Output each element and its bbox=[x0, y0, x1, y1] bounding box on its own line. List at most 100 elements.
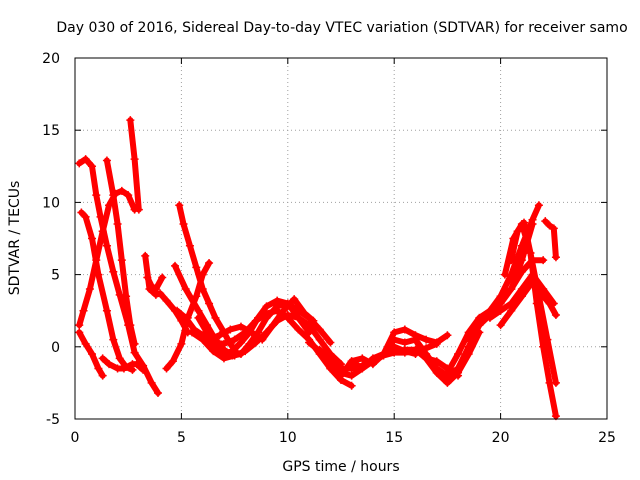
data-layer bbox=[75, 116, 560, 421]
data-point bbox=[162, 364, 171, 373]
data-point bbox=[109, 267, 118, 276]
data-point bbox=[551, 311, 560, 320]
data-point bbox=[130, 339, 139, 348]
data-point bbox=[92, 256, 101, 265]
data-point bbox=[181, 285, 190, 294]
data-point bbox=[88, 350, 97, 359]
data-point bbox=[156, 289, 165, 298]
data-point bbox=[219, 350, 228, 359]
data-point bbox=[79, 306, 88, 315]
data-point bbox=[88, 162, 97, 171]
data-point bbox=[539, 256, 548, 265]
data-point bbox=[513, 227, 522, 236]
x-axis-label: GPS time / hours bbox=[282, 459, 399, 475]
data-point bbox=[528, 215, 537, 224]
data-point bbox=[98, 227, 107, 236]
series-pass-06 bbox=[98, 354, 148, 374]
plot-frame bbox=[74, 57, 608, 420]
data-point bbox=[283, 311, 292, 320]
x-tick-label: 25 bbox=[598, 430, 616, 446]
data-point bbox=[496, 296, 505, 305]
data-point bbox=[326, 357, 335, 366]
x-tick-label: 10 bbox=[279, 430, 297, 446]
data-point bbox=[326, 364, 335, 373]
data-point bbox=[98, 354, 107, 363]
data-point bbox=[347, 381, 356, 390]
series-line bbox=[176, 202, 240, 356]
data-point bbox=[141, 251, 150, 260]
data-point bbox=[173, 306, 182, 315]
data-point bbox=[485, 313, 494, 322]
data-point bbox=[432, 338, 441, 347]
data-point bbox=[315, 325, 324, 334]
data-point bbox=[94, 364, 103, 373]
data-point bbox=[102, 241, 111, 250]
data-point bbox=[545, 221, 554, 230]
data-point bbox=[358, 354, 367, 363]
data-point bbox=[153, 389, 162, 398]
series-pass-09 bbox=[143, 273, 167, 294]
data-point bbox=[443, 378, 452, 387]
data-point bbox=[230, 335, 239, 344]
data-point bbox=[124, 191, 133, 200]
data-point bbox=[517, 241, 526, 250]
data-point bbox=[194, 313, 203, 322]
data-point bbox=[75, 328, 84, 337]
data-point bbox=[368, 360, 377, 369]
data-point bbox=[454, 364, 463, 373]
data-point bbox=[400, 325, 409, 334]
data-point bbox=[507, 285, 516, 294]
data-point bbox=[294, 313, 303, 322]
data-point bbox=[102, 306, 111, 315]
series-line bbox=[348, 326, 451, 368]
data-point bbox=[526, 248, 535, 257]
data-point bbox=[85, 285, 94, 294]
data-point bbox=[117, 256, 126, 265]
data-point bbox=[113, 220, 122, 229]
data-point bbox=[251, 338, 260, 347]
data-point bbox=[443, 368, 452, 377]
y-tick-label: 20 bbox=[42, 51, 60, 67]
data-point bbox=[294, 306, 303, 315]
data-point bbox=[132, 360, 141, 369]
series-line bbox=[76, 187, 138, 329]
data-point bbox=[520, 218, 529, 227]
data-point bbox=[92, 191, 101, 200]
data-point bbox=[98, 371, 107, 380]
data-point bbox=[102, 156, 111, 165]
data-point bbox=[507, 306, 516, 315]
data-point bbox=[411, 345, 420, 354]
data-point bbox=[192, 263, 201, 272]
x-tick-label: 15 bbox=[385, 430, 403, 446]
data-point bbox=[241, 347, 250, 356]
data-point bbox=[532, 299, 541, 308]
series-line bbox=[142, 252, 191, 336]
data-point bbox=[88, 234, 97, 243]
data-point bbox=[194, 306, 203, 315]
data-point bbox=[179, 220, 188, 229]
x-tick-label: 0 bbox=[71, 430, 80, 446]
data-point bbox=[126, 321, 135, 330]
data-point bbox=[158, 273, 167, 282]
series-pass-15 bbox=[205, 295, 318, 344]
data-point bbox=[500, 270, 509, 279]
data-point bbox=[143, 273, 152, 282]
data-point bbox=[326, 338, 335, 347]
data-point bbox=[475, 321, 484, 330]
data-point bbox=[168, 357, 177, 366]
data-point bbox=[273, 296, 282, 305]
data-point bbox=[147, 378, 156, 387]
series-line bbox=[508, 219, 559, 420]
data-point bbox=[175, 201, 184, 210]
y-tick-label: 5 bbox=[51, 268, 60, 284]
data-point bbox=[305, 338, 314, 347]
data-point bbox=[337, 371, 345, 380]
data-point bbox=[464, 342, 473, 351]
grid bbox=[75, 58, 607, 419]
data-point bbox=[81, 155, 90, 164]
series-line bbox=[542, 218, 559, 261]
data-point bbox=[400, 345, 409, 354]
data-point bbox=[215, 331, 224, 340]
series-pass-29 bbox=[541, 217, 560, 262]
data-point bbox=[422, 350, 431, 359]
